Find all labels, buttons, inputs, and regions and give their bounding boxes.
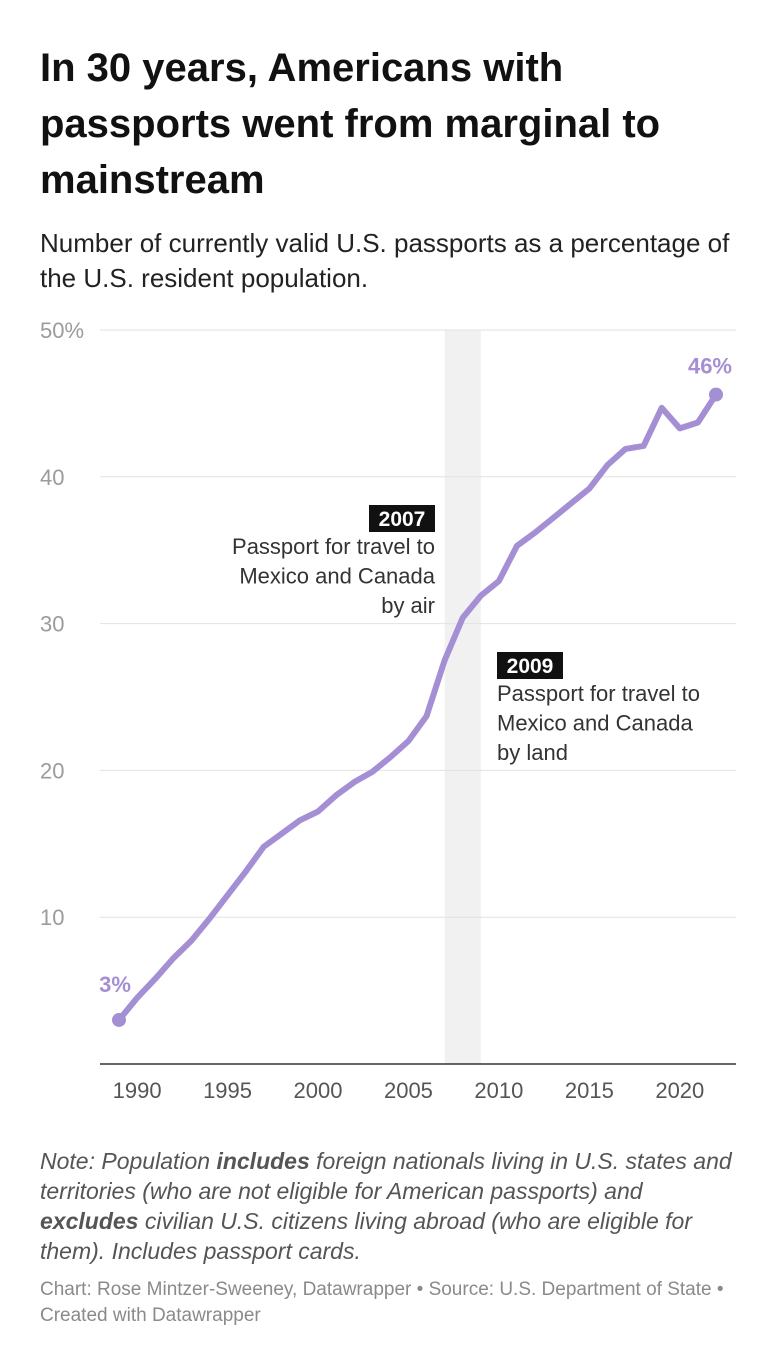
chart-credit: Chart: Rose Mintzer-Sweeney, Datawrapper… bbox=[40, 1279, 724, 1326]
annotation-2007-year-label: 2007 bbox=[379, 508, 426, 531]
y-tick-label: 10 bbox=[40, 905, 64, 930]
x-tick-label: 2020 bbox=[655, 1078, 704, 1103]
x-tick-label: 1990 bbox=[113, 1078, 162, 1103]
annotation-2009-text-line: Passport for travel to bbox=[497, 681, 700, 706]
y-tick-label: 30 bbox=[40, 612, 64, 637]
chart-title: In 30 years, Americans with passports we… bbox=[40, 46, 661, 202]
annotation-2009-year-tag bbox=[497, 652, 563, 679]
endpoint-dot bbox=[112, 1012, 126, 1027]
shaded-period-band bbox=[444, 330, 481, 1064]
endpoint-value-label: 3% bbox=[99, 972, 131, 997]
chart-subtitle: Number of currently valid U.S. passports… bbox=[40, 228, 730, 293]
series-line bbox=[116, 391, 719, 1023]
x-tick-label: 2000 bbox=[294, 1078, 343, 1103]
y-tick-label: 40 bbox=[40, 465, 64, 490]
annotation-2009-text-line: by land bbox=[497, 740, 568, 765]
y-tick-label: 50% bbox=[40, 318, 84, 343]
annotation-2007-year-tag bbox=[369, 505, 435, 532]
x-tick-label: 1995 bbox=[203, 1078, 252, 1103]
annotation-2009-text-line: Mexico and Canada bbox=[497, 711, 693, 736]
annotation-2007-text-line: by air bbox=[381, 593, 435, 618]
x-tick-label: 2010 bbox=[474, 1078, 523, 1103]
x-tick-label: 2005 bbox=[384, 1078, 433, 1103]
endpoint-value-label: 46% bbox=[688, 354, 732, 379]
x-tick-label: 2015 bbox=[565, 1078, 614, 1103]
annotation-2007-text-line: Mexico and Canada bbox=[239, 564, 435, 589]
endpoint-dot bbox=[709, 387, 723, 402]
y-tick-label: 20 bbox=[40, 758, 64, 783]
annotation-2009-year-label: 2009 bbox=[507, 655, 554, 678]
line-chart: 10 20 30 40 50% 1990 1995 2000 2005 2010 2015 2020 3… bbox=[40, 318, 736, 1103]
annotation-2007-text-line: Passport for travel to bbox=[232, 534, 435, 559]
chart-note: Note: Population includes foreign nation… bbox=[40, 1148, 732, 1264]
